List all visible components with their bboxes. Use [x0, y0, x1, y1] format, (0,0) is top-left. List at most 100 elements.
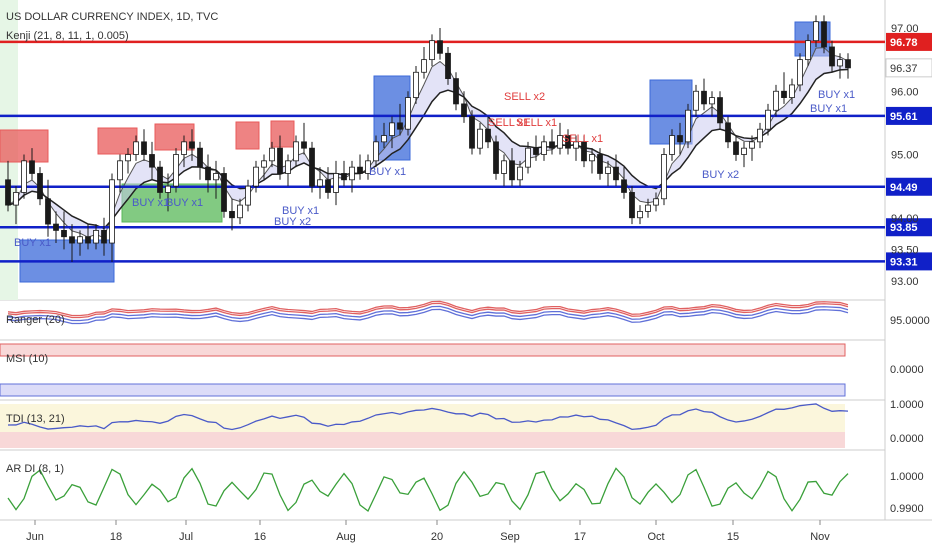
time-label-8: Oct — [647, 531, 664, 543]
candle-body-49 — [397, 122, 403, 130]
candle-body-19 — [157, 166, 163, 193]
candle-body-77 — [621, 179, 627, 193]
candle-body-41 — [333, 173, 339, 193]
candle-body-81 — [653, 198, 659, 206]
current-price-label: 96.37 — [890, 63, 918, 75]
time-label-3: 16 — [254, 531, 266, 543]
tdi-zone-mid — [0, 404, 845, 432]
zone-box-8 — [649, 79, 693, 145]
candle-body-58 — [469, 116, 475, 149]
candle-body-78 — [629, 192, 635, 219]
zone-box-1 — [97, 127, 138, 155]
candle-body-83 — [669, 135, 675, 155]
signal-11: BUY x1 — [818, 89, 855, 101]
kenji-bands — [7, 47, 849, 239]
candle-body-15 — [125, 154, 131, 162]
candle-body-73 — [589, 154, 595, 162]
candle-body-79 — [637, 211, 643, 219]
candle-body-32 — [261, 160, 267, 168]
candle-body-37 — [301, 141, 307, 149]
candle-body-97 — [781, 90, 787, 98]
price-tick-4: 94.00 — [891, 213, 919, 225]
candle-body-2 — [21, 160, 27, 193]
time-label-2: Jul — [179, 531, 193, 543]
zone-box-3 — [235, 121, 260, 150]
candle-body-67 — [541, 141, 547, 155]
candle-body-65 — [525, 147, 531, 168]
signal-12: BUY x1 — [810, 103, 847, 115]
fast-line — [7, 47, 849, 239]
slow-line — [7, 68, 849, 230]
price-tick-3: 95.00 — [891, 150, 919, 162]
candle-body-87 — [701, 90, 707, 105]
candle-body-72 — [581, 141, 587, 162]
candle-body-14 — [117, 160, 123, 181]
candle-body-7 — [61, 229, 67, 238]
candle-body-92 — [741, 147, 747, 155]
candle-body-96 — [773, 90, 779, 111]
band-fill — [8, 47, 848, 238]
candle-body-0 — [5, 179, 11, 206]
candle-body-12 — [101, 229, 107, 244]
candle-body-18 — [149, 154, 155, 168]
candle-body-50 — [405, 97, 411, 130]
candle-body-90 — [725, 122, 731, 143]
candle-body-94 — [757, 128, 763, 143]
candle-body-5 — [45, 198, 51, 225]
ranger-lower — [7, 308, 849, 325]
candle-body-23 — [189, 141, 195, 149]
candle-body-74 — [597, 154, 603, 174]
candle-body-16 — [133, 141, 139, 155]
candle-body-100 — [805, 40, 811, 61]
time-label-10: Nov — [810, 531, 830, 543]
msi-label: MSI (10) — [6, 353, 48, 365]
candle-body-57 — [461, 103, 467, 117]
tdi-line — [7, 403, 849, 431]
candle-body-64 — [517, 166, 523, 181]
level-tag-4: 93.31 — [890, 256, 918, 268]
candle-body-10 — [85, 236, 91, 244]
price-tick-0: 97.00 — [891, 23, 919, 35]
indicator-panes — [0, 300, 849, 512]
candle-body-99 — [797, 59, 803, 86]
ranger-upper — [7, 300, 849, 317]
time-label-7: 17 — [574, 531, 586, 543]
msi-band-top — [0, 343, 846, 357]
candle-body-52 — [421, 59, 427, 73]
signal-5: BUY x1 — [369, 166, 406, 178]
candle-body-48 — [389, 122, 395, 136]
candle-body-95 — [765, 109, 771, 130]
candle-body-76 — [613, 166, 619, 181]
ranger-upper-2 — [7, 302, 849, 319]
candle-body-39 — [317, 179, 323, 187]
tdi-zone-low — [0, 432, 845, 448]
candle-body-24 — [197, 147, 203, 168]
candle-body-34 — [277, 147, 283, 174]
time-label-1: 18 — [110, 531, 122, 543]
candle-body-36 — [293, 141, 299, 162]
candle-body-84 — [677, 135, 683, 143]
level-tag-bg-2 — [886, 177, 932, 196]
candle-body-30 — [245, 185, 251, 206]
time-label-0: Jun — [26, 531, 44, 543]
candle-body-40 — [325, 179, 331, 193]
ardi-axis-tick-high: 1.0000 — [890, 471, 924, 483]
candle-body-82 — [661, 154, 667, 200]
time-label-5: 20 — [431, 531, 443, 543]
time-label-9: 15 — [727, 531, 739, 543]
time-label-4: Aug — [336, 531, 356, 543]
signal-8: SELL x1 — [516, 117, 557, 129]
candle-body-55 — [445, 52, 451, 79]
candle-body-25 — [205, 166, 211, 181]
signal-3: BUY x1 — [282, 205, 319, 217]
candle-body-69 — [557, 135, 563, 149]
candle-body-3 — [29, 160, 35, 174]
candle-body-101 — [813, 21, 819, 42]
candle-body-29 — [237, 204, 243, 219]
candle-body-4 — [37, 173, 43, 200]
level-tag-bg-0 — [886, 32, 932, 51]
candle-body-17 — [141, 141, 147, 155]
candle-body-91 — [733, 141, 739, 155]
